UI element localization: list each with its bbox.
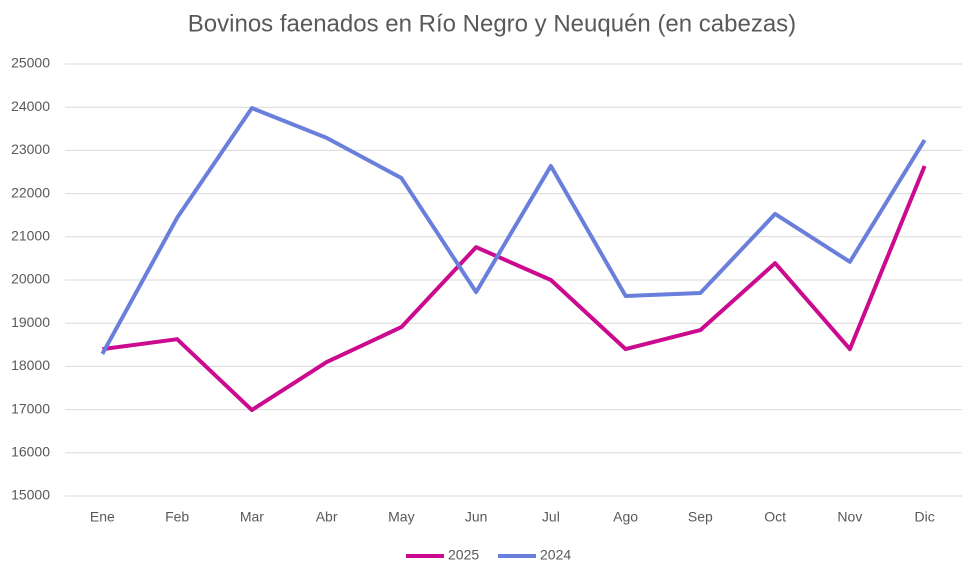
x-tick-label: Feb (165, 509, 189, 525)
x-tick-label: Dic (915, 509, 935, 525)
line-series (100, 106, 927, 355)
x-tick-label: Abr (316, 509, 338, 525)
x-tick-label: Nov (837, 509, 862, 525)
y-tick-label: 15000 (11, 487, 50, 503)
y-tick-label: 19000 (11, 314, 50, 330)
y-tick-label: 23000 (11, 141, 50, 157)
y-tick-label: 20000 (11, 271, 50, 287)
y-tick-label: 21000 (11, 228, 50, 244)
x-tick-label: Sep (688, 509, 713, 525)
legend-label: 2025 (448, 547, 479, 563)
y-tick-label: 17000 (11, 400, 50, 416)
x-tick-label: Oct (764, 509, 786, 525)
y-tick-label: 24000 (11, 98, 50, 114)
y-tick-label: 16000 (11, 444, 50, 460)
y-tick-label: 25000 (11, 55, 50, 71)
x-tick-label: Jun (465, 509, 488, 525)
chart-title: Bovinos faenados en Río Negro y Neuquén … (188, 10, 796, 37)
line-series (102, 165, 927, 413)
x-tick-label: Mar (240, 509, 264, 525)
x-tick-label: Jul (542, 509, 560, 525)
y-tick-label: 22000 (11, 184, 50, 200)
legend-label: 2024 (540, 547, 571, 563)
x-tick-label: Ene (90, 509, 115, 525)
x-tick-label: Ago (613, 509, 638, 525)
y-tick-label: 18000 (11, 357, 50, 373)
x-tick-label: May (388, 509, 414, 525)
